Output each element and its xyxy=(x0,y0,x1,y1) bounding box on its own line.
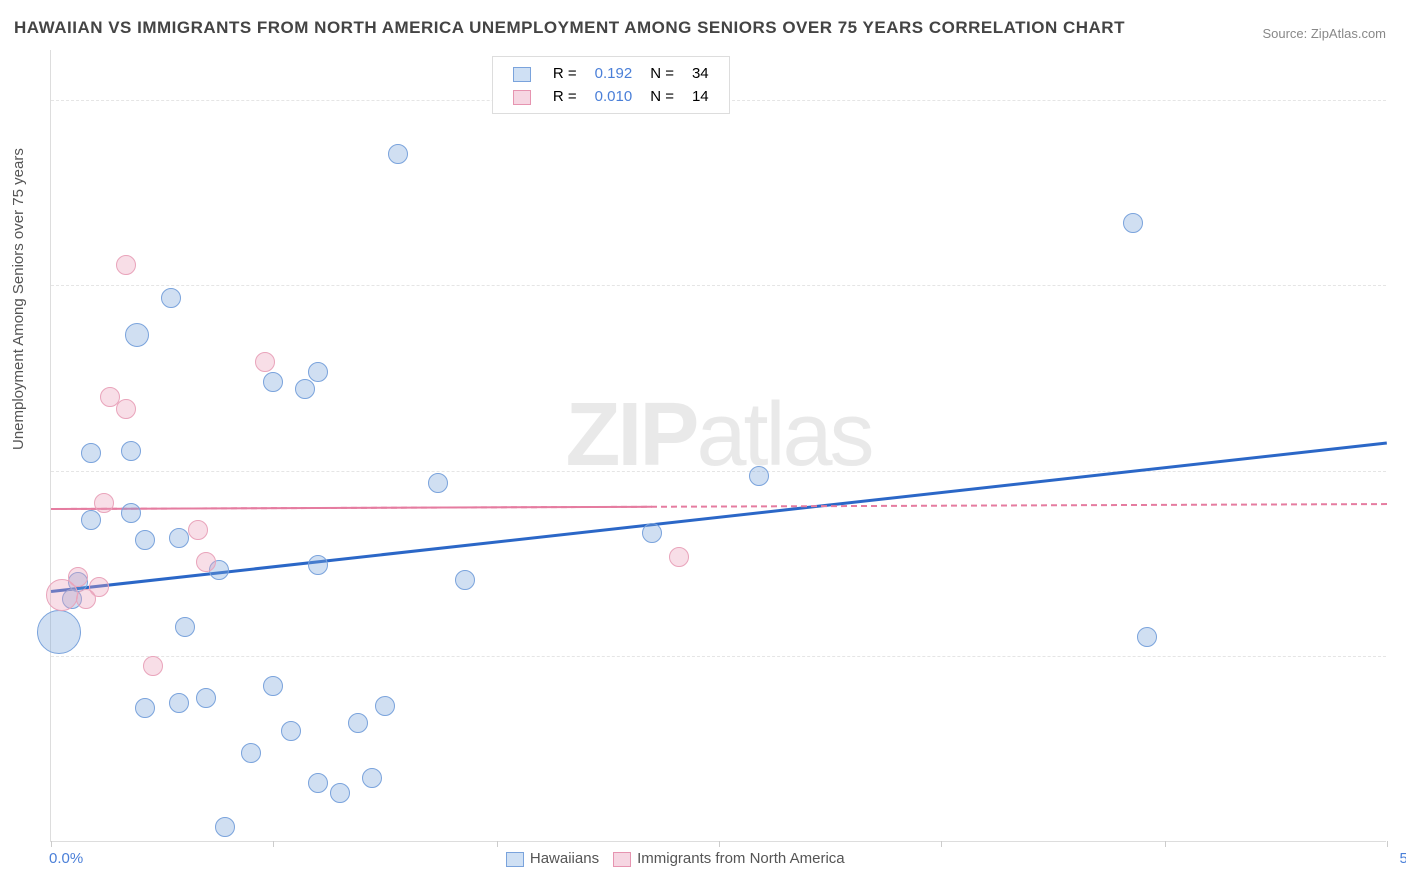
legend-series-name: Immigrants from North America xyxy=(637,850,845,867)
x-tick-mark xyxy=(497,841,498,847)
data-point xyxy=(188,520,208,540)
legend-series-name: Hawaiians xyxy=(530,850,599,867)
data-point xyxy=(455,570,475,590)
data-point xyxy=(642,523,662,543)
legend-swatch xyxy=(613,852,631,867)
legend-n-value: 34 xyxy=(684,63,717,84)
x-label-left: 0.0% xyxy=(49,850,83,867)
data-point xyxy=(1123,213,1143,233)
data-point xyxy=(388,144,408,164)
data-point xyxy=(169,528,189,548)
gridline-h xyxy=(51,471,1386,472)
data-point xyxy=(169,693,189,713)
data-point xyxy=(175,617,195,637)
legend-swatch xyxy=(506,852,524,867)
legend-n-label: N = xyxy=(642,63,682,84)
legend-r-label: R = xyxy=(545,86,585,107)
data-point xyxy=(241,743,261,763)
data-point xyxy=(308,555,328,575)
data-point xyxy=(81,510,101,530)
legend-series: Hawaiians Immigrants from North America xyxy=(492,850,845,867)
data-point xyxy=(89,577,109,597)
x-tick-mark xyxy=(273,841,274,847)
data-point xyxy=(116,255,136,275)
gridline-h xyxy=(51,656,1386,657)
x-tick-mark xyxy=(941,841,942,847)
data-point xyxy=(125,323,149,347)
data-point xyxy=(749,466,769,486)
legend-r-value: 0.010 xyxy=(587,86,641,107)
plot-area: ZIPatlas 7.5%15.0%22.5%30.0%0.0%50.0%R =… xyxy=(50,50,1386,842)
trendline-solid-Immigrants from North America xyxy=(51,506,652,510)
data-point xyxy=(295,379,315,399)
data-point xyxy=(81,443,101,463)
legend-r-label: R = xyxy=(545,63,585,84)
legend-r-value: 0.192 xyxy=(587,63,641,84)
x-tick-mark xyxy=(1387,841,1388,847)
data-point xyxy=(116,399,136,419)
trendline-Hawaiians xyxy=(51,441,1387,592)
data-point xyxy=(143,656,163,676)
chart-title: HAWAIIAN VS IMMIGRANTS FROM NORTH AMERIC… xyxy=(14,18,1125,38)
x-tick-mark xyxy=(719,841,720,847)
data-point xyxy=(362,768,382,788)
data-point xyxy=(196,688,216,708)
data-point xyxy=(330,783,350,803)
y-tick-label: 30.0% xyxy=(1396,91,1406,108)
data-point xyxy=(68,567,88,587)
x-label-right: 50.0% xyxy=(1399,850,1406,867)
data-point xyxy=(263,676,283,696)
x-tick-mark xyxy=(51,841,52,847)
data-point xyxy=(375,696,395,716)
watermark-part2: atlas xyxy=(696,385,871,485)
y-axis-label: Unemployment Among Seniors over 75 years xyxy=(10,148,27,450)
data-point xyxy=(308,362,328,382)
watermark-part1: ZIP xyxy=(565,385,696,485)
data-point xyxy=(428,473,448,493)
y-tick-label: 15.0% xyxy=(1396,462,1406,479)
data-point xyxy=(308,773,328,793)
data-point xyxy=(37,610,81,654)
data-point xyxy=(196,552,216,572)
data-point xyxy=(94,493,114,513)
legend-stats: R =0.192N =34 R =0.010N =14 xyxy=(492,56,730,114)
data-point xyxy=(161,288,181,308)
data-point xyxy=(669,547,689,567)
y-tick-label: 7.5% xyxy=(1396,648,1406,665)
data-point xyxy=(215,817,235,837)
data-point xyxy=(255,352,275,372)
data-point xyxy=(121,503,141,523)
legend-n-value: 14 xyxy=(684,86,717,107)
gridline-h xyxy=(51,285,1386,286)
data-point xyxy=(121,441,141,461)
y-tick-label: 22.5% xyxy=(1396,277,1406,294)
data-point xyxy=(135,698,155,718)
x-tick-mark xyxy=(1165,841,1166,847)
data-point xyxy=(281,721,301,741)
source-credit: Source: ZipAtlas.com xyxy=(1262,26,1386,41)
data-point xyxy=(135,530,155,550)
data-point xyxy=(348,713,368,733)
data-point xyxy=(263,372,283,392)
data-point xyxy=(1137,627,1157,647)
legend-n-label: N = xyxy=(642,86,682,107)
